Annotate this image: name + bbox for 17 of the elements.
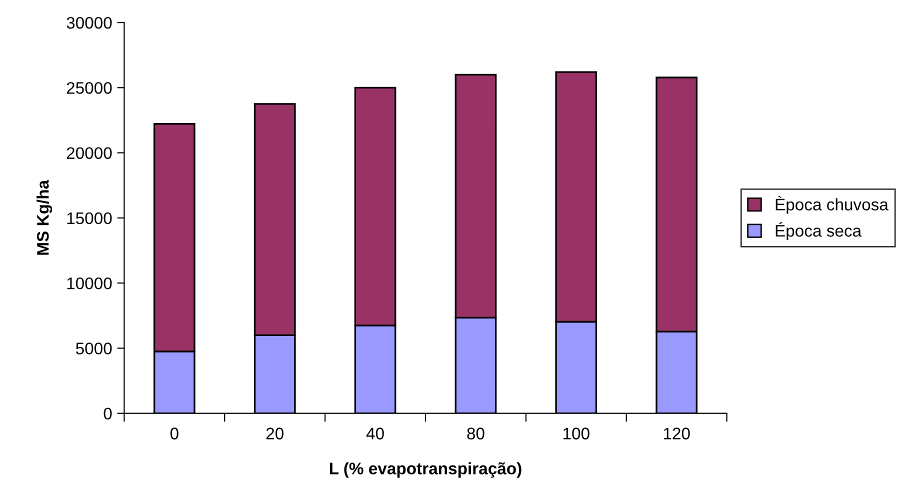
- x-tick-label: 0: [170, 428, 178, 440]
- legend-label: Época seca: [776, 222, 862, 240]
- y-tick-label: 10000: [67, 277, 112, 290]
- y-tick-label: 15000: [67, 212, 112, 224]
- y-tick-label: 20000: [66, 147, 112, 160]
- x-axis-title: L (% evapotranspiração): [330, 462, 522, 478]
- y-tick-label: 25000: [66, 82, 112, 94]
- x-tick-label: 40: [366, 428, 384, 440]
- x-tick-label: 120: [664, 428, 690, 440]
- x-tick-label: 100: [564, 428, 590, 440]
- y-tick-label: 0: [104, 408, 112, 420]
- y-tick-label: 5000: [76, 342, 112, 354]
- x-tick-label: 80: [467, 428, 484, 440]
- legend-label: Època chuvosa: [776, 196, 888, 214]
- x-tick-label: 20: [266, 428, 284, 440]
- y-tick-label: 30000: [66, 16, 112, 29]
- y-axis-title: MS Kg/ha: [36, 180, 52, 255]
